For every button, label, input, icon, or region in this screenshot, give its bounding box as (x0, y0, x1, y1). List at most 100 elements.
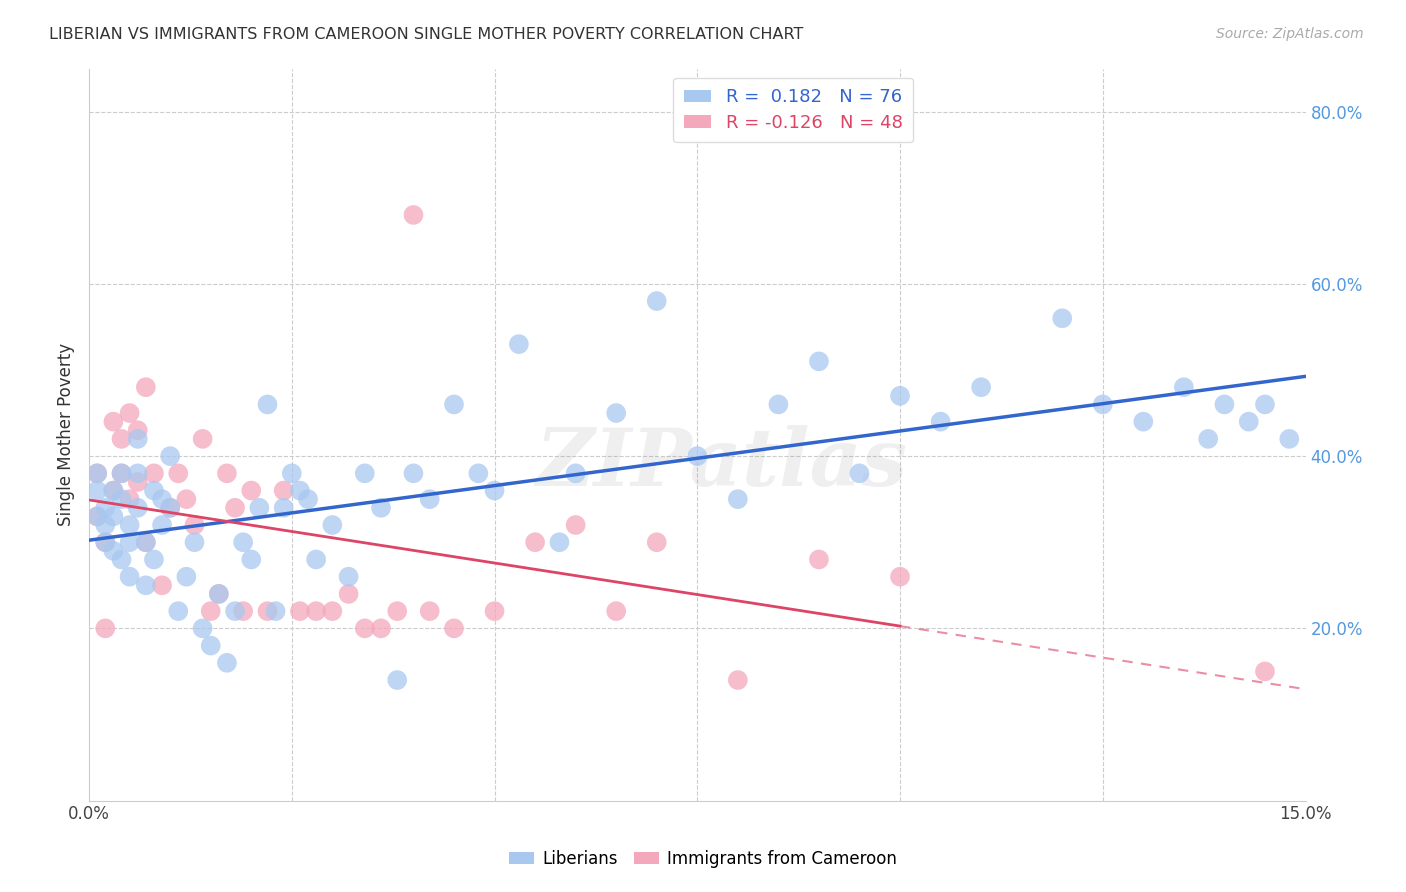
Point (288, 483, 311, 498)
Point (273, 500, 295, 515)
Point (686, 449, 709, 463)
Point (1237, 415, 1260, 429)
Point (208, 587, 231, 601)
Point (232, 604, 254, 618)
Point (727, 492, 749, 507)
Point (321, 604, 343, 618)
Point (848, 467, 870, 481)
Point (103, 544, 125, 558)
Point (94, 621, 117, 635)
Point (176, 570, 198, 584)
Point (127, 475, 149, 489)
Point (232, 535, 254, 549)
Point (135, 380, 157, 394)
Point (247, 500, 270, 515)
Point (564, 518, 586, 533)
Point (200, 639, 222, 653)
Point (183, 535, 205, 549)
Point (103, 483, 125, 498)
Point (768, 397, 790, 411)
Point (484, 483, 506, 498)
Point (176, 492, 198, 507)
Point (524, 535, 547, 549)
Point (353, 621, 375, 635)
Point (159, 449, 181, 463)
Point (1132, 415, 1154, 429)
Point (256, 604, 278, 618)
Point (564, 467, 586, 481)
Point (183, 518, 205, 533)
Point (86, 483, 108, 498)
Point (419, 604, 441, 618)
Point (387, 604, 409, 618)
Point (135, 535, 157, 549)
Point (1254, 397, 1277, 411)
Point (419, 492, 441, 507)
Point (548, 535, 571, 549)
Point (86, 509, 108, 524)
Point (118, 535, 141, 549)
Point (370, 621, 392, 635)
Point (727, 673, 749, 687)
Point (167, 467, 190, 481)
Point (103, 415, 125, 429)
Point (94, 535, 117, 549)
Text: LIBERIAN VS IMMIGRANTS FROM CAMEROON SINGLE MOTHER POVERTY CORRELATION CHART: LIBERIAN VS IMMIGRANTS FROM CAMEROON SIN… (49, 27, 804, 42)
Point (110, 467, 132, 481)
Point (86, 467, 108, 481)
Y-axis label: Single Mother Poverty: Single Mother Poverty (58, 343, 75, 526)
Point (353, 467, 375, 481)
Point (645, 535, 668, 549)
Point (127, 500, 149, 515)
Point (321, 518, 343, 533)
Point (605, 604, 627, 618)
Point (127, 432, 149, 446)
Point (110, 552, 132, 566)
Point (118, 570, 141, 584)
Point (240, 552, 263, 566)
Point (167, 604, 190, 618)
Point (807, 552, 830, 566)
Point (264, 604, 287, 618)
Point (1091, 397, 1114, 411)
Point (159, 500, 181, 515)
Point (281, 467, 304, 481)
Point (94, 500, 117, 515)
Point (297, 492, 319, 507)
Point (508, 337, 530, 351)
Point (1278, 432, 1301, 446)
Point (94, 535, 117, 549)
Point (1197, 432, 1219, 446)
Point (86, 467, 108, 481)
Point (110, 467, 132, 481)
Point (118, 406, 141, 420)
Point (103, 483, 125, 498)
Point (110, 432, 132, 446)
Point (94, 518, 117, 533)
Point (929, 415, 952, 429)
Point (387, 673, 409, 687)
Point (110, 492, 132, 507)
Point (273, 483, 295, 498)
Point (127, 467, 149, 481)
Point (127, 423, 149, 437)
Point (443, 397, 465, 411)
Point (1050, 311, 1073, 326)
Point (484, 604, 506, 618)
Point (467, 467, 489, 481)
Point (305, 552, 328, 566)
Point (240, 483, 263, 498)
Point (1254, 665, 1277, 679)
Point (889, 570, 911, 584)
Point (215, 656, 238, 670)
Point (150, 518, 173, 533)
Point (337, 587, 360, 601)
Point (288, 604, 311, 618)
Point (142, 467, 165, 481)
Point (305, 604, 328, 618)
Point (86, 509, 108, 524)
Point (200, 604, 222, 618)
Point (150, 492, 173, 507)
Point (118, 492, 141, 507)
Point (159, 500, 181, 515)
